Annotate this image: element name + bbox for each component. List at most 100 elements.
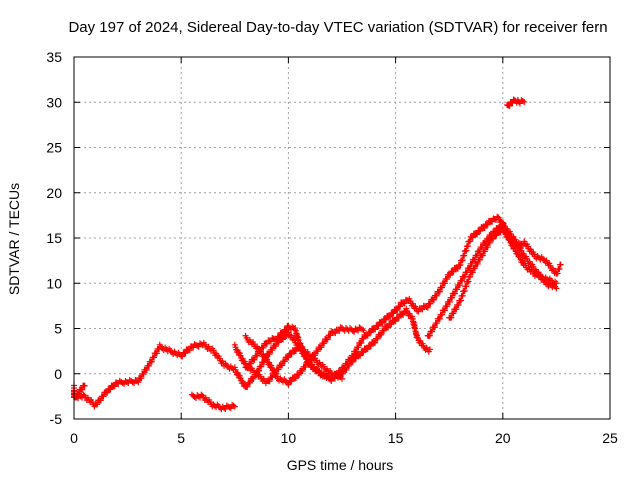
data-point-marker bbox=[140, 371, 147, 378]
chart-title: Day 197 of 2024, Sidereal Day-to-day VTE… bbox=[68, 19, 607, 36]
data-point-marker bbox=[100, 393, 107, 400]
data-point-marker bbox=[427, 300, 434, 307]
data-point-marker bbox=[476, 256, 483, 263]
data-point-marker bbox=[263, 340, 270, 347]
data-point-marker bbox=[401, 300, 408, 307]
data-point-marker bbox=[431, 324, 438, 331]
data-point-marker bbox=[285, 354, 292, 361]
data-point-marker bbox=[380, 327, 387, 334]
data-point-marker bbox=[279, 362, 286, 369]
data-point-marker bbox=[388, 321, 395, 328]
series-t5 bbox=[242, 308, 410, 384]
series-t10 bbox=[71, 382, 88, 401]
data-point-marker bbox=[272, 343, 279, 350]
data-point-marker bbox=[343, 366, 350, 373]
data-point-marker bbox=[283, 326, 290, 333]
data-point-marker bbox=[418, 305, 425, 312]
data-point-marker bbox=[254, 352, 261, 359]
data-point-marker bbox=[75, 390, 82, 397]
data-point-marker bbox=[433, 292, 440, 299]
data-point-marker bbox=[138, 375, 145, 382]
x-tick-label: 15 bbox=[388, 430, 404, 446]
data-point-marker bbox=[397, 303, 404, 310]
data-point-marker bbox=[273, 336, 280, 343]
data-points bbox=[71, 96, 564, 413]
data-point-marker bbox=[80, 391, 87, 398]
data-point-marker bbox=[186, 347, 193, 354]
y-tick-label: 25 bbox=[46, 140, 62, 156]
data-point-marker bbox=[455, 301, 462, 308]
data-point-marker bbox=[355, 344, 362, 351]
data-point-marker bbox=[246, 379, 253, 386]
data-point-marker bbox=[456, 282, 463, 289]
data-point-marker bbox=[359, 326, 366, 333]
data-point-marker bbox=[182, 350, 189, 357]
data-point-marker bbox=[321, 340, 328, 347]
x-tick-label: 25 bbox=[602, 430, 618, 446]
data-point-marker bbox=[434, 320, 441, 327]
data-point-marker bbox=[400, 311, 407, 318]
data-point-marker bbox=[352, 355, 359, 362]
data-point-marker bbox=[349, 358, 356, 365]
data-point-marker bbox=[446, 298, 453, 305]
data-point-marker bbox=[179, 353, 186, 360]
data-point-marker bbox=[441, 280, 448, 287]
data-point-marker bbox=[276, 333, 283, 340]
data-point-marker bbox=[494, 213, 501, 220]
data-point-marker bbox=[329, 328, 336, 335]
y-tick-label: 20 bbox=[46, 185, 62, 201]
data-point-marker bbox=[269, 347, 276, 354]
data-point-marker bbox=[357, 352, 364, 359]
data-point-marker bbox=[459, 277, 466, 284]
data-point-marker bbox=[275, 366, 282, 373]
x-tick-label: 0 bbox=[70, 430, 78, 446]
data-point-marker bbox=[423, 304, 430, 311]
data-point-marker bbox=[283, 333, 290, 340]
data-point-marker bbox=[281, 358, 288, 365]
data-point-marker bbox=[447, 272, 454, 279]
data-point-marker bbox=[327, 332, 334, 339]
data-point-marker bbox=[346, 362, 353, 369]
data-point-marker bbox=[372, 326, 379, 333]
data-point-marker bbox=[336, 373, 343, 380]
data-point-marker bbox=[422, 303, 429, 310]
data-point-marker bbox=[302, 364, 309, 371]
data-point-marker bbox=[444, 303, 451, 310]
data-point-marker bbox=[135, 379, 142, 386]
data-point-marker bbox=[331, 375, 338, 382]
data-point-marker bbox=[385, 324, 392, 331]
series-t2 bbox=[188, 391, 238, 413]
data-point-marker bbox=[390, 310, 397, 317]
data-point-marker bbox=[266, 351, 273, 358]
data-point-marker bbox=[288, 378, 295, 385]
data-point-marker bbox=[424, 304, 431, 311]
data-point-marker bbox=[251, 356, 258, 363]
y-axis-label: SDTVAR / TECUs bbox=[6, 183, 22, 295]
data-point-marker bbox=[431, 296, 438, 303]
data-point-marker bbox=[439, 284, 446, 291]
data-point-marker bbox=[556, 265, 563, 272]
data-point-marker bbox=[474, 231, 481, 238]
data-point-marker bbox=[449, 294, 456, 301]
x-tick-label: 20 bbox=[495, 430, 511, 446]
y-tick-label: 5 bbox=[54, 321, 62, 337]
data-point-marker bbox=[360, 335, 367, 342]
series-t9 bbox=[504, 96, 528, 109]
data-point-marker bbox=[245, 364, 252, 371]
y-tick-label: 15 bbox=[46, 230, 62, 246]
data-point-marker bbox=[426, 332, 433, 339]
data-point-marker bbox=[231, 403, 238, 410]
data-point-marker bbox=[387, 313, 394, 320]
data-point-marker bbox=[258, 363, 265, 370]
data-point-marker bbox=[553, 285, 560, 292]
data-point-marker bbox=[280, 336, 287, 343]
axis-ticks: 0 5 10 15 20 25 -5 0 5 10 15 20 25 30 35 bbox=[46, 49, 618, 446]
data-point-marker bbox=[481, 248, 488, 255]
data-point-marker bbox=[374, 335, 381, 342]
data-point-marker bbox=[151, 354, 158, 361]
data-point-marker bbox=[266, 378, 273, 385]
data-point-marker bbox=[436, 288, 443, 295]
data-point-marker bbox=[448, 314, 455, 321]
data-point-marker bbox=[292, 348, 299, 355]
data-point-marker bbox=[436, 315, 443, 322]
